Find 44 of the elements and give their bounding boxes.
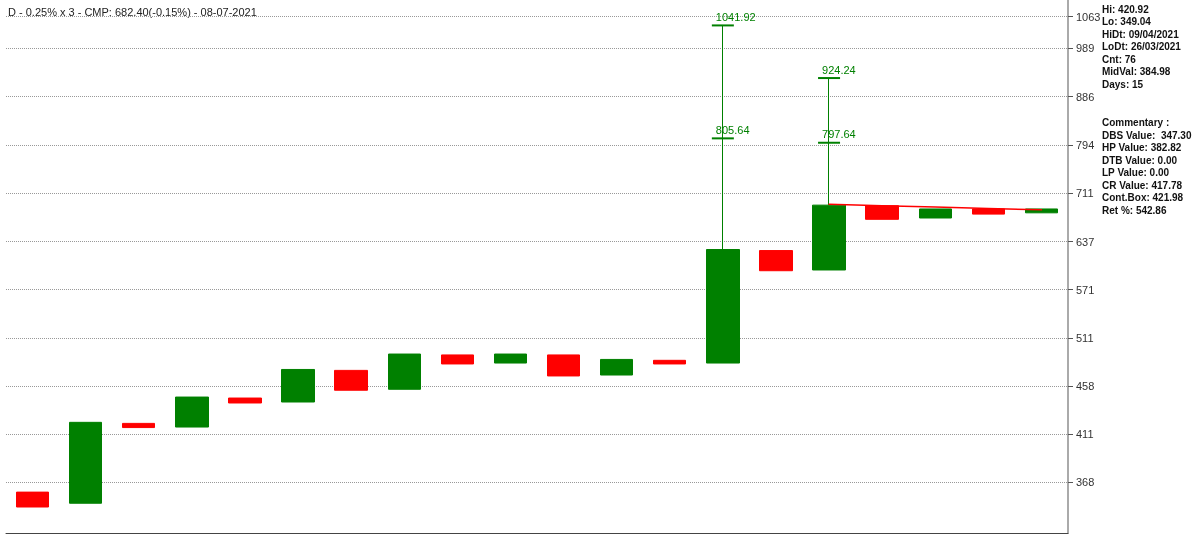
text: LoDt: 26/03/2021: [1102, 41, 1182, 52]
candlestick: [653, 359, 686, 365]
y-tick-label: 1063: [1076, 10, 1101, 23]
text: Lo: 349.04: [1102, 16, 1152, 27]
candlestick: [547, 354, 580, 377]
candlestick: [600, 358, 633, 376]
y-tick-label: 637: [1076, 235, 1095, 248]
y-tick-label: 368: [1076, 476, 1095, 489]
text: Hi: 420.92: [1102, 3, 1150, 15]
candlestick: [388, 353, 421, 390]
candlestick: [122, 422, 155, 429]
text: Days: 15: [1102, 78, 1144, 90]
text: Commentary :: [1102, 117, 1170, 128]
candlestick: [334, 369, 368, 391]
candlestick: [919, 208, 952, 219]
text: Cont.Box: 421.98: [1102, 192, 1184, 203]
text: DBS Value: 347.30: [1102, 129, 1192, 141]
candlestick: [494, 353, 527, 364]
y-tick-label: 411: [1076, 427, 1094, 440]
candlestick: [228, 397, 262, 404]
candlestick: [16, 491, 49, 508]
y-tick-label: 511: [1076, 332, 1094, 345]
text: Cnt: 76: [1102, 53, 1137, 65]
y-tick-label: 458: [1076, 380, 1095, 393]
text: Ret %: 542.86: [1102, 204, 1167, 216]
text: DTB Value: 0.00: [1102, 154, 1178, 166]
y-tick-label: 886: [1076, 90, 1095, 103]
candlestick: [281, 368, 315, 403]
y-tick-label: 794: [1076, 138, 1095, 151]
candlestick: [175, 396, 209, 428]
text: MidVal: 384.98: [1102, 66, 1171, 77]
candlestick: [759, 250, 793, 272]
text: D - 0.25% x 3 - CMP: 682.40(-0.15%) - 08-07-2021: [8, 5, 257, 18]
y-tick-label: 989: [1076, 42, 1095, 55]
text: HiDt: 09/04/2021: [1102, 28, 1180, 40]
candlestick: [69, 421, 102, 504]
candlestick: [441, 354, 474, 365]
annotation: 924.24: [822, 63, 856, 76]
text: LP Value: 0.00: [1102, 167, 1170, 178]
annotation: 1041.92: [715, 10, 756, 23]
text: CR Value: 417.78: [1102, 179, 1183, 191]
y-tick-label: 571: [1076, 283, 1095, 296]
text: HP Value: 382.82: [1102, 142, 1182, 153]
y-tick-label: 711: [1076, 187, 1094, 200]
